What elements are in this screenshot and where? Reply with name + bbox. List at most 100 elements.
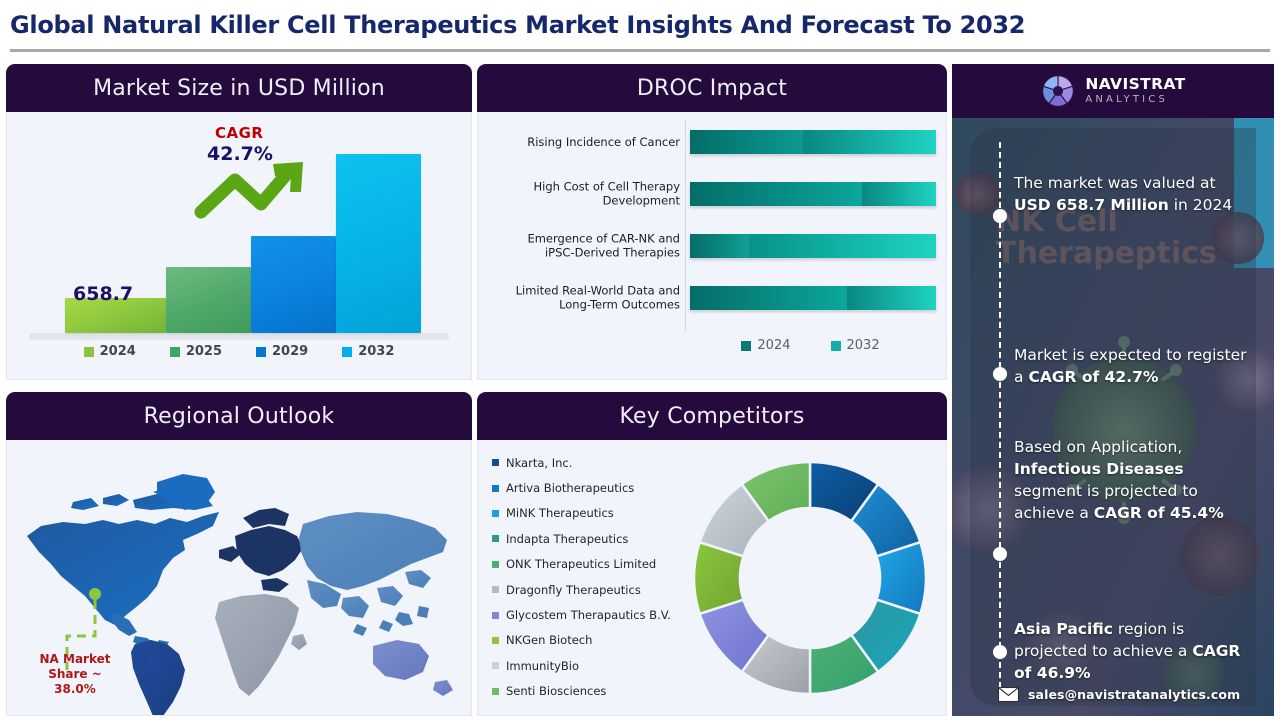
droc-bar-4[interactable] <box>690 286 936 310</box>
droc-bar-2[interactable] <box>690 182 936 206</box>
competitor-name: Artiva Biotherapeutics <box>506 481 635 496</box>
droc-seg-2024 <box>690 234 750 258</box>
na-callout-line-1: NA Market <box>39 652 111 666</box>
list-item[interactable]: Nkarta, Inc. <box>492 450 706 475</box>
droc-axis <box>685 120 686 332</box>
insight-item-3: Based on Application, Infectious Disease… <box>1014 438 1224 522</box>
contact-email-row[interactable]: sales@navistratanalytics.com <box>998 687 1240 702</box>
regional-outlook-panel: Regional Outlook <box>6 392 472 716</box>
insights-scrim <box>970 128 1256 706</box>
list-item[interactable]: ImmunityBio <box>492 653 706 678</box>
droc-body: Rising Incidence of Cancer High Cost of … <box>477 112 947 380</box>
droc-legend-label-2032: 2032 <box>846 338 880 353</box>
competitor-name: ONK Therapeutics Limited <box>506 557 657 572</box>
na-market-marker <box>65 588 101 670</box>
world-map[interactable] <box>7 440 471 715</box>
droc-label-3: Emergence of CAR-NK and iPSC-Derived Ther… <box>527 231 680 260</box>
droc-legend-item-2024[interactable]: 2024 <box>741 338 791 353</box>
insight-item-2: Market is expected to register a CAGR of… <box>1014 346 1247 386</box>
timeline-dot-1 <box>993 209 1007 223</box>
map-region-australia <box>373 640 453 696</box>
bullet-icon <box>492 611 499 619</box>
competitors-title: Key Competitors <box>619 403 805 429</box>
brand-name: NAVISTRAT <box>1085 75 1186 94</box>
map-region-europe <box>219 508 303 592</box>
droc-legend-swatch-2024 <box>741 340 752 351</box>
donut-svg <box>692 460 928 696</box>
list-item[interactable]: Glycostem Therapautics B.V. <box>492 602 706 627</box>
brand-header: NAVISTRAT ANALYTICS <box>952 64 1274 118</box>
droc-row-2: High Cost of Cell Therapy Development <box>478 172 946 216</box>
droc-title: DROC Impact <box>636 75 788 101</box>
list-item[interactable]: Indapta Therapeutics <box>492 526 706 551</box>
droc-label-4: Limited Real-World Data and Long-Term Out… <box>515 283 680 312</box>
bullet-icon <box>492 586 499 594</box>
list-item[interactable]: Artiva Biotherapeutics <box>492 475 706 500</box>
donut-slice-10 <box>740 460 812 523</box>
list-item[interactable]: Dragonfly Therapeutics <box>492 577 706 602</box>
droc-label-2: High Cost of Cell Therapy Development <box>533 179 680 208</box>
navistrat-logo-icon <box>1042 75 1075 107</box>
droc-label-1: Rising Incidence of Cancer <box>527 134 680 149</box>
timeline-axis <box>999 142 1001 688</box>
legend-item-2025[interactable]: 2025 <box>169 344 222 359</box>
list-item[interactable]: ONK Therapeutics Limited <box>492 552 706 577</box>
timeline-dot-4 <box>993 645 1007 659</box>
insights-body: NK Cell Therapeptics The market was valu… <box>952 118 1274 716</box>
legend-item-2032[interactable]: 2032 <box>342 344 394 359</box>
competitors-body: Nkarta, Inc. Artiva Biotherapeutics MiNK… <box>477 440 947 716</box>
bar-2025[interactable] <box>166 267 251 333</box>
droc-row-3: Emergence of CAR-NK and iPSC-Derived Ther… <box>478 224 946 268</box>
bullet-icon <box>492 484 499 492</box>
competitor-donut-chart[interactable] <box>674 442 946 714</box>
bullet-icon <box>492 636 499 644</box>
list-item[interactable]: MiNK Therapeutics <box>492 501 706 526</box>
droc-impact-panel: DROC Impact Rising Incidence of Cancer H… <box>477 64 947 380</box>
key-competitors-panel: Key Competitors Nkarta, Inc. Artiva Biot… <box>477 392 947 716</box>
legend-label-2025: 2025 <box>185 344 222 359</box>
legend-item-2024[interactable]: 2024 <box>83 344 136 359</box>
list-item[interactable]: Senti Biosciences <box>492 679 706 704</box>
cagr-label: CAGR <box>215 124 264 142</box>
droc-legend-item-2032[interactable]: 2032 <box>830 338 880 353</box>
droc-seg-2032 <box>803 130 936 154</box>
na-callout-line-3: 38.0% <box>54 682 96 696</box>
droc-legend: 2024 2032 <box>685 338 936 353</box>
droc-bar-3[interactable] <box>690 234 936 258</box>
market-size-panel: Market Size in USD Million 658.7 CAGR 42… <box>6 64 472 380</box>
droc-legend-swatch-2032 <box>830 340 841 351</box>
competitor-name: Senti Biosciences <box>506 684 607 699</box>
market-value-label: 658.7 <box>73 283 134 305</box>
legend-item-2029[interactable]: 2029 <box>256 344 308 359</box>
market-size-legend: 2024 2025 2029 2032 <box>7 344 471 359</box>
bullet-icon <box>492 459 499 467</box>
droc-seg-2024 <box>690 182 863 206</box>
legend-swatch-2032 <box>342 346 353 357</box>
bar-2032[interactable] <box>336 154 421 333</box>
droc-bar-1[interactable] <box>690 130 936 154</box>
insights-sidebar: NAVISTRAT ANALYTICS <box>952 64 1274 716</box>
droc-seg-2024 <box>690 286 848 310</box>
na-market-share-callout: NA Market Share ~ 38.0% <box>19 652 131 697</box>
map-region-south-america <box>131 640 185 715</box>
bullet-icon <box>492 560 499 568</box>
title-divider <box>10 49 1270 52</box>
brand-tagline: ANALYTICS <box>1085 93 1169 105</box>
market-size-body: 658.7 CAGR 42.7% 2024 2025 <box>6 112 472 380</box>
timeline-dot-2 <box>993 367 1007 381</box>
competitor-name: Indapta Therapeutics <box>506 531 629 546</box>
market-size-title: Market Size in USD Million <box>93 75 385 101</box>
regional-body: NA Market Share ~ 38.0% <box>6 440 472 716</box>
page-title: Global Natural Killer Cell Therapeutics … <box>10 11 1026 39</box>
insight-item-4: Asia Pacific region is projected to achi… <box>1014 620 1241 682</box>
competitor-name: MiNK Therapeutics <box>506 506 614 521</box>
droc-seg-2032 <box>862 182 936 206</box>
competitors-header: Key Competitors <box>477 392 947 440</box>
list-item[interactable]: NKGen Biotech <box>492 628 706 653</box>
bar-2029[interactable] <box>251 236 336 333</box>
legend-swatch-2025 <box>169 346 180 357</box>
competitor-name: ImmunityBio <box>506 658 580 673</box>
legend-swatch-2029 <box>256 346 266 357</box>
bar-2024[interactable] <box>65 298 166 333</box>
